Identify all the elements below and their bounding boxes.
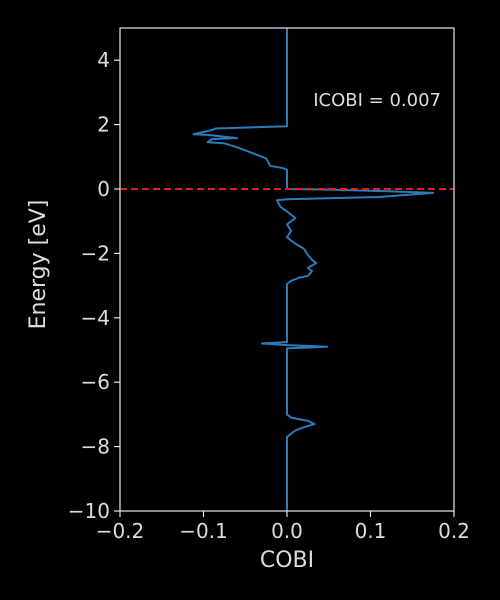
y-tick-label: 0 — [97, 177, 110, 201]
x-tick-label: −0.2 — [96, 519, 145, 543]
x-tick-label: 0.0 — [271, 519, 303, 543]
icobi-annotation: ICOBI = 0.007 — [313, 90, 441, 111]
x-axis-label: COBI — [260, 548, 314, 573]
y-tick-label: 4 — [97, 48, 110, 72]
y-axis-label: Energy [eV] — [26, 200, 51, 330]
cobi-series-line-0 — [192, 28, 435, 511]
y-tick-label: −8 — [81, 435, 110, 459]
plot-area — [120, 28, 454, 511]
x-tick-label: 0.2 — [438, 519, 470, 543]
y-tick-label: 2 — [97, 113, 110, 137]
y-tick-label: −6 — [81, 370, 110, 394]
y-tick-label: −4 — [81, 306, 110, 330]
y-tick-label: −2 — [81, 241, 110, 265]
x-tick-label: 0.1 — [355, 519, 387, 543]
ticks-group: −0.2 −0.1 0.0 0.1 0.2 4 2 0 −2 −4 −6 −8 −10 — [68, 48, 470, 543]
y-tick-label: −10 — [68, 499, 110, 523]
x-tick-label: −0.1 — [179, 519, 228, 543]
